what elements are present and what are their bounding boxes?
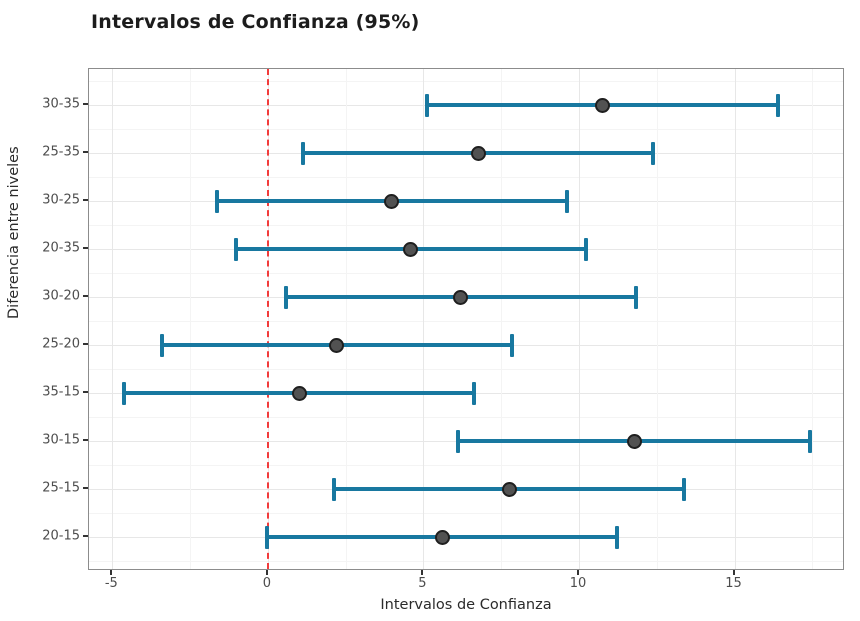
y-axis-tick bbox=[83, 391, 88, 393]
chart-title: Intervalos de Confianza (95%) bbox=[91, 11, 420, 33]
gridline-horizontal-minor bbox=[89, 273, 843, 274]
gridline-vertical-minor bbox=[656, 69, 658, 569]
x-axis-tick bbox=[265, 570, 268, 575]
gridline-vertical-minor bbox=[190, 69, 192, 569]
error-bar-cap-lower bbox=[233, 237, 238, 261]
error-bar-cap-upper bbox=[583, 237, 588, 261]
gridline-vertical-major bbox=[579, 69, 580, 569]
y-tick-label: 20-15 bbox=[42, 528, 80, 544]
x-tick-label: 5 bbox=[418, 576, 427, 591]
ci-point-estimate bbox=[402, 241, 418, 257]
x-tick-label: -5 bbox=[104, 576, 118, 591]
y-axis-tick bbox=[83, 295, 88, 297]
gridline-vertical-minor bbox=[812, 69, 814, 569]
gridline-horizontal-minor bbox=[89, 465, 843, 466]
x-tick-label: 0 bbox=[262, 576, 272, 591]
error-bar-cap-lower bbox=[301, 141, 306, 165]
y-tick-label: 20-35 bbox=[42, 240, 80, 256]
y-tick-label: 25-35 bbox=[42, 144, 80, 160]
error-bar-cap-upper bbox=[776, 93, 781, 117]
error-bar-cap-upper bbox=[615, 525, 620, 549]
x-tick-label: 10 bbox=[569, 576, 587, 591]
gridline-horizontal-minor bbox=[89, 177, 843, 178]
error-bar-cap-upper bbox=[682, 477, 687, 501]
gridline-vertical-major bbox=[734, 69, 736, 569]
gridline-horizontal-minor bbox=[89, 561, 843, 562]
y-axis-tick bbox=[83, 439, 88, 441]
gridline-horizontal-minor bbox=[89, 417, 843, 418]
error-bar-cap-lower bbox=[332, 477, 337, 501]
gridline-horizontal-minor bbox=[89, 225, 843, 226]
x-axis-tick bbox=[421, 570, 424, 575]
gridline-vertical-major bbox=[423, 69, 425, 569]
ci-point-estimate bbox=[452, 289, 468, 305]
x-axis-tick bbox=[732, 570, 735, 575]
error-bar-cap-upper bbox=[807, 429, 812, 453]
gridline-horizontal-minor bbox=[89, 129, 843, 130]
y-tick-label: 30-15 bbox=[42, 432, 80, 448]
error-bar-cap-upper bbox=[510, 333, 515, 357]
gridline-vertical-minor bbox=[501, 69, 503, 569]
x-axis-tick bbox=[110, 570, 113, 575]
gridline-vertical-minor bbox=[345, 69, 347, 569]
ci-point-estimate bbox=[434, 529, 450, 545]
ci-point-estimate bbox=[626, 433, 642, 449]
error-bar-cap-lower bbox=[214, 189, 219, 213]
gridline-horizontal-minor bbox=[89, 513, 843, 514]
x-axis-tick bbox=[577, 570, 579, 575]
y-axis-title: Diferencia entre niveles bbox=[6, 146, 22, 319]
y-axis-tick bbox=[83, 343, 88, 345]
plot-panel bbox=[88, 68, 844, 570]
ci-point-estimate bbox=[470, 145, 486, 161]
ci-point-estimate bbox=[595, 97, 611, 113]
gridline-horizontal-minor bbox=[89, 369, 843, 370]
error-bar-cap-lower bbox=[283, 285, 288, 309]
ci-point-estimate bbox=[384, 193, 400, 209]
y-tick-label: 30-20 bbox=[42, 288, 80, 304]
y-tick-label: 30-25 bbox=[42, 192, 80, 208]
error-bar-cap-lower bbox=[425, 93, 430, 117]
y-axis-tick bbox=[83, 199, 88, 201]
y-axis-tick bbox=[83, 487, 88, 489]
y-tick-label: 30-35 bbox=[42, 96, 80, 112]
y-axis-tick bbox=[83, 103, 88, 105]
error-bar-cap-lower bbox=[159, 333, 164, 357]
ci-point-estimate bbox=[329, 337, 345, 353]
ci-point-estimate bbox=[501, 481, 517, 497]
y-axis-tick bbox=[83, 151, 88, 153]
y-axis-tick bbox=[83, 247, 88, 249]
error-bar-cap-lower bbox=[264, 525, 269, 549]
y-axis-tick bbox=[83, 535, 88, 537]
ci-point-estimate bbox=[291, 385, 307, 401]
y-tick-label: 25-20 bbox=[42, 336, 80, 352]
zero-reference-line bbox=[266, 69, 269, 569]
x-axis-title: Intervalos de Confianza bbox=[380, 597, 552, 613]
error-bar-cap-upper bbox=[472, 381, 477, 405]
error-bar-cap-upper bbox=[633, 285, 638, 309]
error-bar-cap-upper bbox=[564, 189, 569, 213]
error-bar-cap-lower bbox=[122, 381, 127, 405]
gridline-horizontal-minor bbox=[89, 321, 843, 322]
x-tick-label: 15 bbox=[725, 576, 742, 591]
error-bar-cap-upper bbox=[651, 141, 656, 165]
y-tick-label: 25-15 bbox=[42, 480, 80, 496]
gridline-vertical-major bbox=[112, 69, 114, 569]
gridline-horizontal-minor bbox=[89, 81, 843, 82]
error-bar-cap-lower bbox=[456, 429, 461, 453]
y-tick-label: 35-15 bbox=[42, 384, 80, 400]
